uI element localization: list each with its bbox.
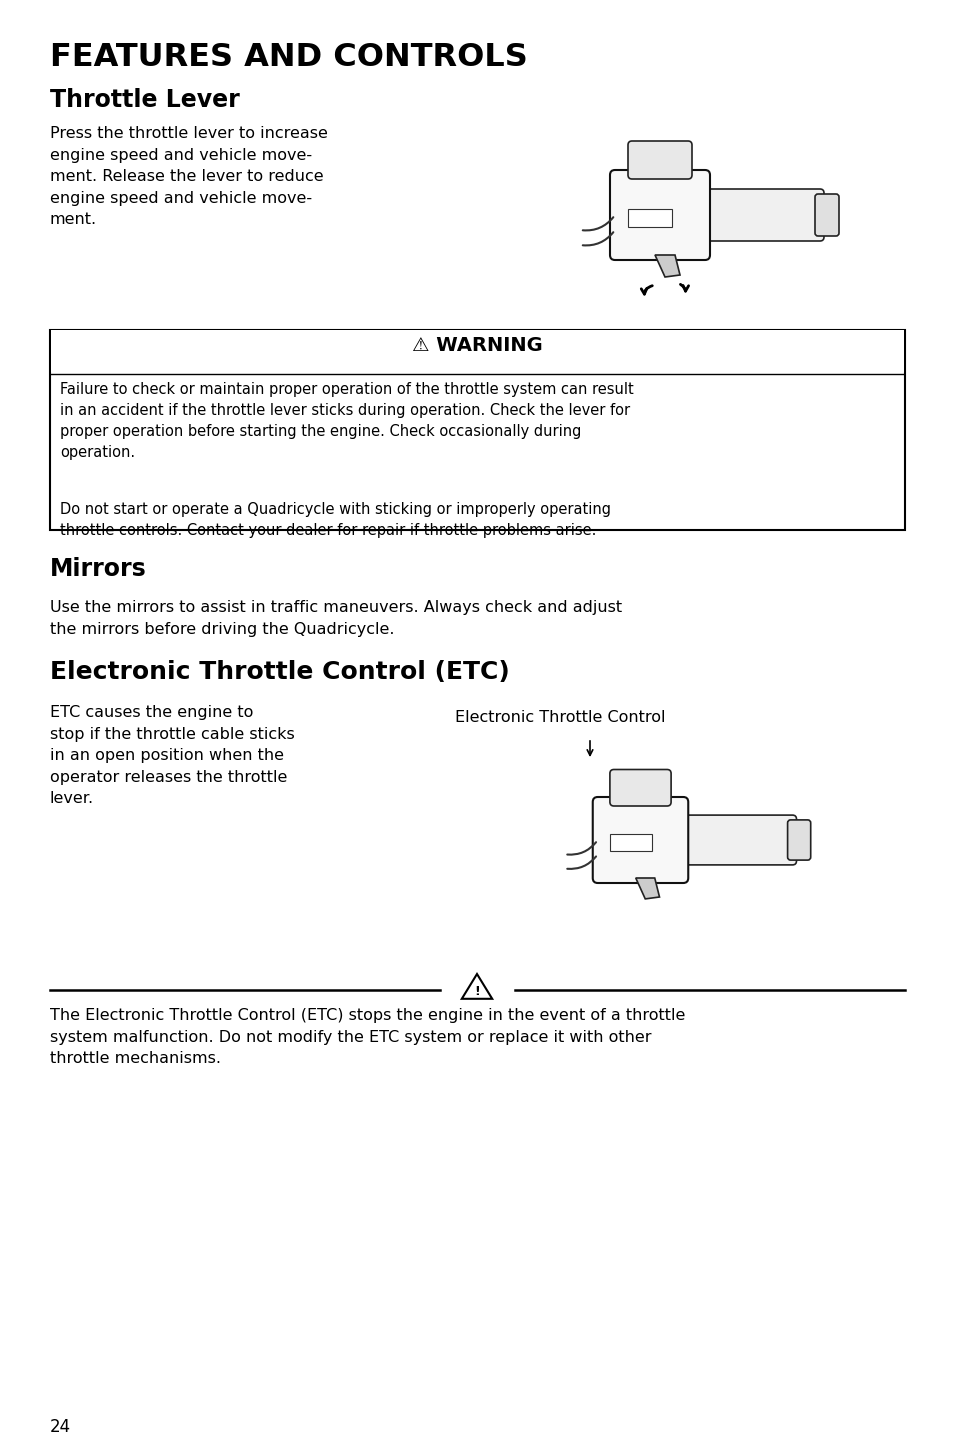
Text: ETC causes the engine to
stop if the throttle cable sticks
in an open position w: ETC causes the engine to stop if the thr… (50, 705, 294, 807)
FancyBboxPatch shape (696, 189, 823, 241)
Text: FEATURES AND CONTROLS: FEATURES AND CONTROLS (50, 42, 527, 73)
Bar (627, 209, 671, 227)
Text: Throttle Lever: Throttle Lever (50, 89, 239, 112)
Text: !: ! (474, 986, 479, 997)
Bar (51, 330, 903, 372)
FancyBboxPatch shape (814, 193, 838, 236)
FancyBboxPatch shape (787, 820, 810, 861)
Polygon shape (635, 878, 659, 899)
Text: Failure to check or maintain proper operation of the throttle system can result
: Failure to check or maintain proper oper… (60, 382, 633, 459)
FancyBboxPatch shape (627, 141, 691, 179)
Text: Mirrors: Mirrors (50, 557, 147, 582)
FancyBboxPatch shape (592, 797, 687, 883)
Polygon shape (655, 254, 679, 278)
Polygon shape (461, 974, 492, 999)
Bar (50, 330, 904, 531)
Text: The Electronic Throttle Control (ETC) stops the engine in the event of a throttl: The Electronic Throttle Control (ETC) st… (50, 1008, 684, 1066)
Text: Electronic Throttle Control: Electronic Throttle Control (455, 710, 665, 726)
FancyBboxPatch shape (609, 170, 709, 260)
Text: Do not start or operate a Quadricycle with sticking or improperly operating
thro: Do not start or operate a Quadricycle wi… (60, 502, 610, 538)
Text: ⚠ WARNING: ⚠ WARNING (412, 336, 542, 355)
Text: 24: 24 (50, 1418, 71, 1437)
FancyBboxPatch shape (674, 816, 796, 865)
Bar (610, 835, 651, 852)
FancyBboxPatch shape (609, 769, 670, 806)
Text: Electronic Throttle Control (ETC): Electronic Throttle Control (ETC) (50, 660, 509, 683)
Text: Press the throttle lever to increase
engine speed and vehicle move-
ment. Releas: Press the throttle lever to increase eng… (50, 126, 328, 227)
Text: Use the mirrors to assist in traffic maneuvers. Always check and adjust
the mirr: Use the mirrors to assist in traffic man… (50, 601, 621, 637)
